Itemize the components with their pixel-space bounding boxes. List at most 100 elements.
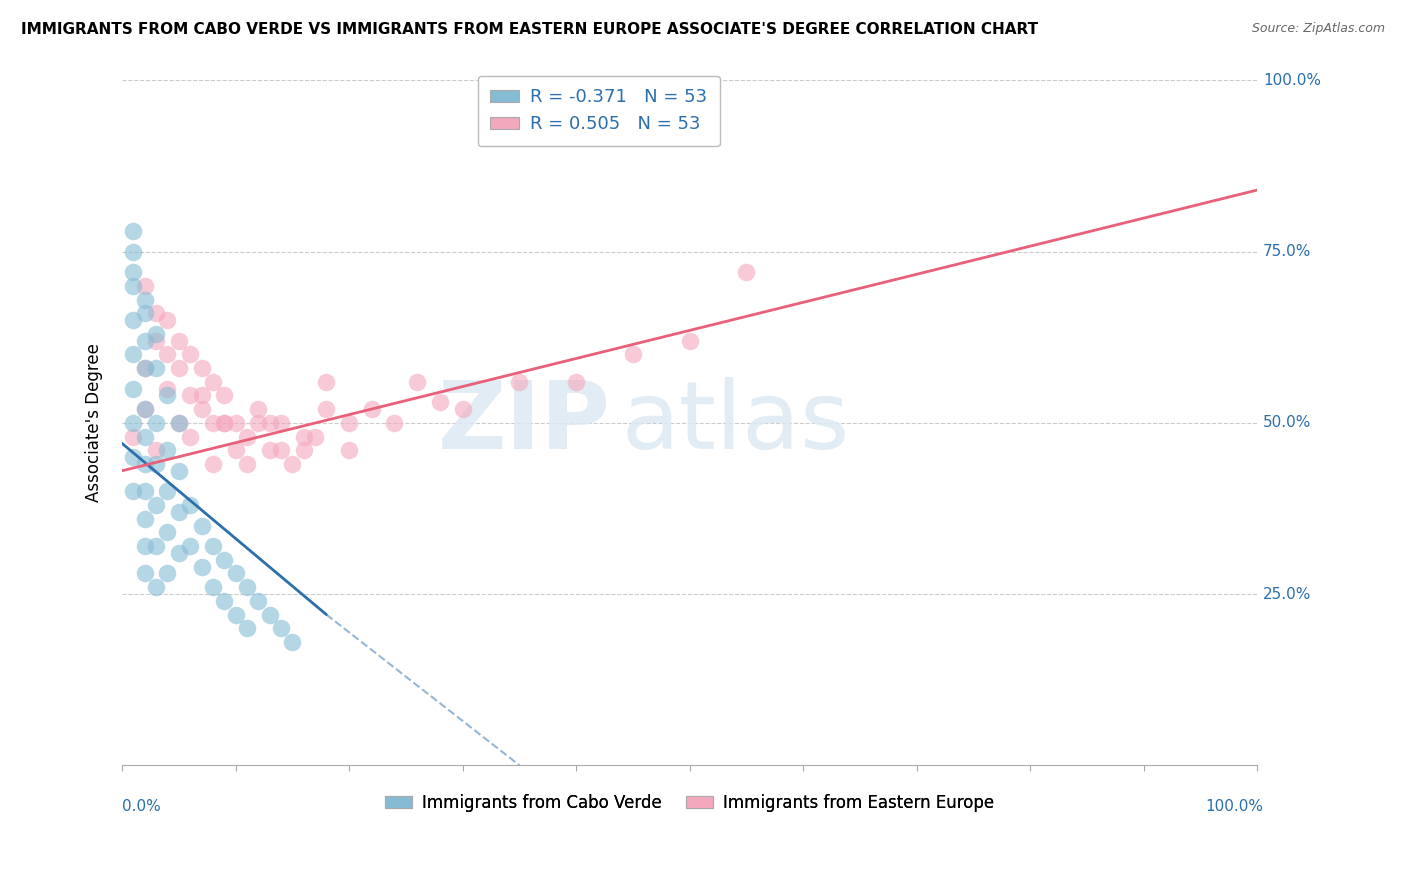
Point <box>167 505 190 519</box>
Point <box>212 416 235 430</box>
Point <box>565 375 588 389</box>
Point <box>167 334 190 348</box>
Point <box>247 402 270 417</box>
Point <box>225 566 247 581</box>
Point <box>122 416 145 430</box>
Point <box>429 395 451 409</box>
Point <box>236 580 259 594</box>
Point <box>167 546 190 560</box>
Point <box>337 443 360 458</box>
Point <box>259 416 281 430</box>
Point <box>167 416 190 430</box>
Point <box>179 388 201 402</box>
Point <box>122 265 145 279</box>
Point <box>156 347 179 361</box>
Point <box>451 402 474 417</box>
Point <box>406 375 429 389</box>
Point <box>236 429 259 443</box>
Point <box>292 443 315 458</box>
Point <box>201 539 224 553</box>
Point <box>145 498 167 512</box>
Point <box>134 457 156 471</box>
Point <box>270 443 292 458</box>
Point <box>122 279 145 293</box>
Point <box>122 313 145 327</box>
Point <box>212 388 235 402</box>
Point <box>156 313 179 327</box>
Point <box>259 607 281 622</box>
Point <box>236 621 259 635</box>
Point <box>134 566 156 581</box>
Point <box>145 539 167 553</box>
Point <box>134 293 156 307</box>
Point <box>201 416 224 430</box>
Point <box>360 402 382 417</box>
Text: atlas: atlas <box>621 376 849 469</box>
Point <box>134 512 156 526</box>
Point <box>179 498 201 512</box>
Point <box>247 594 270 608</box>
Point <box>179 539 201 553</box>
Point <box>190 518 212 533</box>
Point <box>145 443 167 458</box>
Point <box>145 334 167 348</box>
Point <box>156 388 179 402</box>
Point <box>212 594 235 608</box>
Point <box>212 416 235 430</box>
Point <box>134 334 156 348</box>
Point <box>122 450 145 464</box>
Text: 75.0%: 75.0% <box>1263 244 1312 260</box>
Text: 100.0%: 100.0% <box>1263 73 1320 88</box>
Point <box>134 361 156 376</box>
Point <box>212 553 235 567</box>
Point <box>225 607 247 622</box>
Point <box>156 566 179 581</box>
Point <box>281 457 304 471</box>
Point <box>145 416 167 430</box>
Point <box>134 402 156 417</box>
Point <box>384 416 406 430</box>
Point <box>134 484 156 499</box>
Point <box>122 244 145 259</box>
Point <box>167 464 190 478</box>
Point <box>179 429 201 443</box>
Point <box>134 361 156 376</box>
Point <box>134 306 156 320</box>
Text: 25.0%: 25.0% <box>1263 587 1312 601</box>
Point <box>156 525 179 540</box>
Point <box>190 402 212 417</box>
Point <box>122 224 145 238</box>
Point <box>156 382 179 396</box>
Text: IMMIGRANTS FROM CABO VERDE VS IMMIGRANTS FROM EASTERN EUROPE ASSOCIATE'S DEGREE : IMMIGRANTS FROM CABO VERDE VS IMMIGRANTS… <box>21 22 1038 37</box>
Point <box>337 416 360 430</box>
Point <box>270 621 292 635</box>
Point <box>122 382 145 396</box>
Point <box>259 443 281 458</box>
Point <box>134 429 156 443</box>
Point <box>201 457 224 471</box>
Y-axis label: Associate's Degree: Associate's Degree <box>86 343 103 502</box>
Point <box>145 457 167 471</box>
Point <box>122 429 145 443</box>
Point <box>156 484 179 499</box>
Point <box>145 580 167 594</box>
Point <box>292 429 315 443</box>
Point <box>122 484 145 499</box>
Text: 50.0%: 50.0% <box>1263 416 1312 430</box>
Text: 0.0%: 0.0% <box>122 799 160 814</box>
Point <box>304 429 326 443</box>
Point <box>247 416 270 430</box>
Text: Source: ZipAtlas.com: Source: ZipAtlas.com <box>1251 22 1385 36</box>
Point <box>225 443 247 458</box>
Point <box>167 416 190 430</box>
Point <box>508 375 530 389</box>
Point <box>145 326 167 341</box>
Point <box>315 375 337 389</box>
Point <box>134 539 156 553</box>
Point <box>179 347 201 361</box>
Point <box>225 416 247 430</box>
Point <box>679 334 702 348</box>
Point <box>134 402 156 417</box>
Text: 100.0%: 100.0% <box>1205 799 1263 814</box>
Point <box>167 361 190 376</box>
